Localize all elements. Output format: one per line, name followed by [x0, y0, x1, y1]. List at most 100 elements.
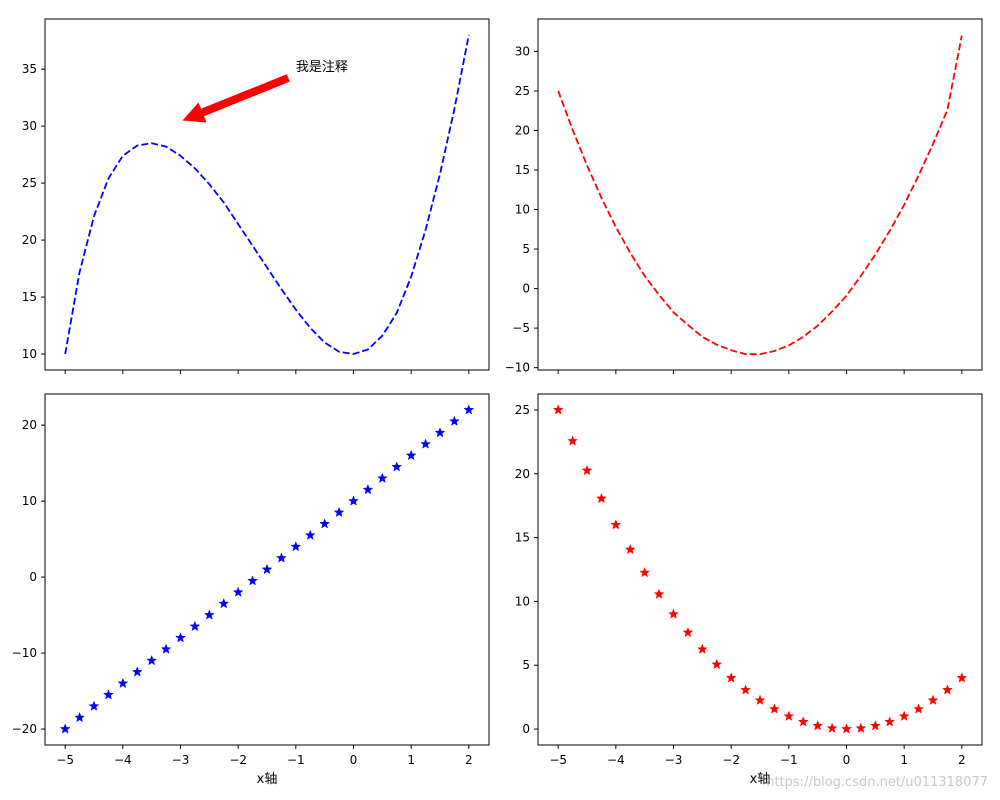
x-tick-label: 0	[350, 753, 358, 767]
data-point-star	[768, 703, 780, 714]
y-tick-label: 15	[515, 163, 530, 177]
x-tick-label: 2	[465, 753, 473, 767]
x-tick-label: −1	[287, 753, 305, 767]
x-tick-label: 0	[843, 753, 851, 767]
y-tick-label: 35	[22, 62, 37, 76]
y-tick-label: −10	[12, 646, 37, 660]
y-tick-label: 20	[515, 123, 530, 137]
data-point-star	[88, 700, 100, 711]
x-tick-label: −4	[114, 753, 132, 767]
data-point-star	[175, 632, 186, 643]
y-tick-label: 5	[522, 242, 530, 256]
data-point-star	[405, 449, 417, 461]
data-point-star	[725, 672, 737, 683]
x-tick-label: 1	[900, 753, 908, 767]
data-point-star	[275, 552, 287, 563]
y-tick-label: −20	[12, 722, 37, 736]
data-point-star	[639, 566, 651, 578]
data-point-star	[855, 722, 867, 733]
series-line	[557, 35, 963, 356]
y-tick-label: 30	[22, 119, 37, 133]
axes-frame	[537, 18, 983, 371]
x-tick-label: 2	[958, 753, 966, 767]
data-point-star	[841, 723, 852, 734]
data-point-star	[304, 529, 316, 540]
data-point-star	[59, 723, 71, 734]
y-tick-label: 20	[22, 233, 37, 247]
data-point-star	[740, 684, 752, 695]
y-tick-label: 0	[522, 282, 530, 296]
x-tick-label: −3	[172, 753, 190, 767]
x-axis-label: x轴	[750, 772, 771, 787]
data-point-star	[595, 492, 607, 504]
data-point-star	[884, 716, 896, 727]
x-axis-label: x轴	[257, 772, 278, 787]
axes-frame	[537, 393, 983, 746]
x-tick-label: −3	[665, 753, 683, 767]
data-point-star	[610, 519, 622, 530]
annotation-text: 我是注释	[296, 60, 348, 75]
y-tick-label: 15	[515, 531, 530, 545]
data-point-star	[160, 643, 172, 654]
data-point-star	[362, 484, 374, 495]
annotation-arrow	[182, 74, 290, 123]
data-point-star	[898, 710, 910, 721]
chart-panel-top-left: 10 15 20 25 30 35 我是注释	[22, 18, 490, 374]
data-point-star	[567, 435, 579, 446]
data-point-star	[117, 677, 129, 689]
data-point-star	[146, 654, 158, 666]
data-point-star	[927, 694, 939, 705]
y-tick-label: −10	[505, 361, 530, 375]
data-point-star	[552, 404, 564, 415]
data-point-star	[247, 575, 259, 586]
y-tick-label: 10	[515, 594, 530, 608]
data-point-star	[420, 438, 432, 449]
y-tick-label: 25	[22, 176, 37, 190]
data-point-star	[682, 626, 694, 638]
y-tick-label: 20	[515, 467, 530, 481]
chart-panel-top-right: −10 −5 0 5 10 15 20 25 30	[505, 18, 983, 375]
data-point-star	[448, 415, 460, 426]
data-point-star	[232, 586, 244, 597]
data-point-star	[581, 464, 593, 476]
data-point-star	[290, 540, 302, 552]
data-point-star	[434, 427, 446, 438]
x-tick-label: −5	[549, 753, 567, 767]
y-tick-label: 0	[29, 570, 37, 584]
data-point-star	[826, 722, 838, 733]
data-point-star	[131, 666, 143, 677]
y-tick-label: 15	[22, 290, 37, 304]
data-point-star	[319, 518, 331, 529]
x-tick-label: −1	[780, 753, 798, 767]
y-tick-label: 25	[515, 84, 530, 98]
data-point-star	[261, 563, 273, 575]
data-point-star	[333, 506, 345, 518]
y-tick-label: 10	[22, 347, 37, 361]
watermark-text: https://blog.csdn.net/u011318077	[766, 775, 988, 790]
x-tick-label: 1	[407, 753, 415, 767]
series-line	[64, 34, 470, 355]
x-tick-label: −2	[722, 753, 740, 767]
data-point-star	[203, 609, 215, 620]
data-point-star	[653, 588, 665, 599]
data-point-star	[102, 689, 114, 700]
y-tick-label: 10	[515, 203, 530, 217]
data-point-star	[797, 716, 809, 727]
y-tick-label: 10	[22, 494, 37, 508]
data-point-star	[391, 461, 403, 472]
data-point-star	[189, 620, 201, 632]
x-tick-label: −2	[229, 753, 247, 767]
data-point-star	[869, 720, 881, 731]
data-point-star	[376, 472, 388, 483]
data-point-star	[668, 608, 679, 619]
data-point-star	[463, 404, 475, 415]
data-point-star	[812, 720, 824, 731]
x-tick-label: −5	[56, 753, 74, 767]
y-tick-label: 5	[522, 658, 530, 672]
y-tick-label: 30	[515, 44, 530, 58]
y-tick-label: 25	[515, 403, 530, 417]
data-point-star	[348, 495, 359, 506]
data-point-star	[941, 684, 953, 695]
